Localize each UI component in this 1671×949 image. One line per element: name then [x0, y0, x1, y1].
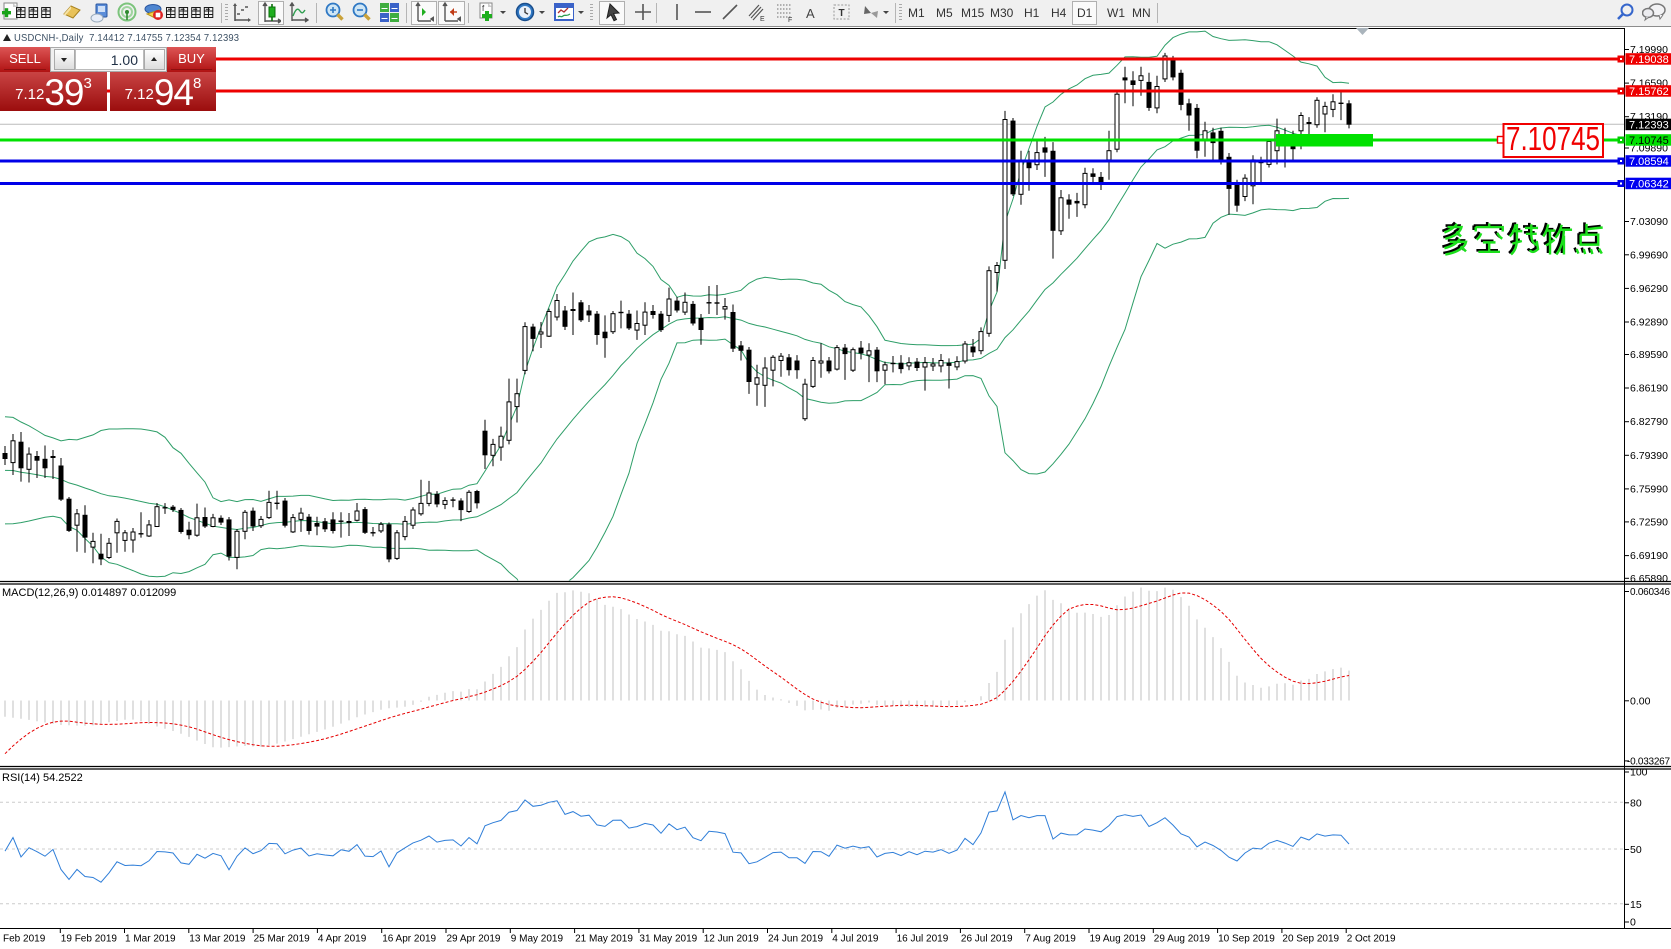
svg-text:9 May 2019: 9 May 2019 — [511, 934, 564, 945]
svg-text:RSI(14) 54.2522: RSI(14) 54.2522 — [2, 772, 83, 784]
svg-text:7.10745: 7.10745 — [1506, 120, 1600, 157]
svg-text:7.10745: 7.10745 — [1629, 135, 1669, 147]
svg-text:7.15762: 7.15762 — [1629, 86, 1669, 98]
svg-text:f: f — [482, 4, 485, 13]
svg-text:0.00: 0.00 — [1630, 695, 1651, 707]
svg-text:6.82790: 6.82790 — [1630, 416, 1668, 428]
svg-text:19 Feb 2019: 19 Feb 2019 — [61, 934, 118, 945]
svg-text:20 Sep 2019: 20 Sep 2019 — [1282, 934, 1339, 945]
svg-text:10 Sep 2019: 10 Sep 2019 — [1218, 934, 1275, 945]
svg-text:25 Mar 2019: 25 Mar 2019 — [254, 934, 311, 945]
svg-text:21 May 2019: 21 May 2019 — [575, 934, 633, 945]
svg-text:F: F — [788, 17, 792, 24]
svg-text:7.03090: 7.03090 — [1630, 216, 1668, 228]
svg-text:6.69190: 6.69190 — [1630, 550, 1668, 562]
svg-text:6.75990: 6.75990 — [1630, 483, 1668, 495]
svg-text:6.65890: 6.65890 — [1630, 573, 1668, 585]
svg-text:13 Mar 2019: 13 Mar 2019 — [189, 934, 246, 945]
svg-text:MACD(12,26,9) 0.014897 0.01209: MACD(12,26,9) 0.014897 0.012099 — [2, 587, 176, 599]
svg-text:7.19990: 7.19990 — [1630, 44, 1668, 56]
svg-text:2 Oct 2019: 2 Oct 2019 — [1347, 934, 1396, 945]
svg-text:6.72590: 6.72590 — [1630, 516, 1668, 528]
svg-text:7.12393: 7.12393 — [1629, 120, 1669, 132]
svg-text:7 Aug 2019: 7 Aug 2019 — [1025, 934, 1076, 945]
svg-text:6.96290: 6.96290 — [1630, 283, 1668, 295]
svg-text:15: 15 — [1630, 899, 1642, 911]
svg-text:100: 100 — [1630, 767, 1648, 779]
svg-text:Feb 2019: Feb 2019 — [3, 934, 46, 945]
svg-text:0.060346: 0.060346 — [1630, 587, 1670, 598]
svg-text:4 Apr 2019: 4 Apr 2019 — [318, 934, 367, 945]
svg-text:24 Jun 2019: 24 Jun 2019 — [768, 934, 823, 945]
svg-text:T: T — [839, 8, 845, 19]
svg-text:6.99690: 6.99690 — [1630, 249, 1668, 261]
svg-text:1 Mar 2019: 1 Mar 2019 — [125, 934, 176, 945]
svg-text:29 Aug 2019: 29 Aug 2019 — [1154, 934, 1211, 945]
svg-text:7.19038: 7.19038 — [1629, 54, 1669, 66]
svg-text:6.92890: 6.92890 — [1630, 317, 1668, 329]
svg-text:4 Jul 2019: 4 Jul 2019 — [832, 934, 879, 945]
svg-text:31 May 2019: 31 May 2019 — [639, 934, 697, 945]
svg-text:6.79390: 6.79390 — [1630, 450, 1668, 462]
svg-text:6.89590: 6.89590 — [1630, 349, 1668, 361]
svg-text:E: E — [760, 16, 765, 23]
svg-text:29 Apr 2019: 29 Apr 2019 — [447, 934, 501, 945]
svg-text:16 Apr 2019: 16 Apr 2019 — [382, 934, 436, 945]
svg-text:19 Aug 2019: 19 Aug 2019 — [1090, 934, 1147, 945]
svg-text:7.06342: 7.06342 — [1629, 179, 1669, 191]
svg-text:12 Jun 2019: 12 Jun 2019 — [704, 934, 759, 945]
svg-text:-0.033267: -0.033267 — [1627, 756, 1670, 767]
svg-text:50: 50 — [1630, 844, 1642, 856]
svg-text:6.86190: 6.86190 — [1630, 383, 1668, 395]
svg-text:80: 80 — [1630, 797, 1642, 809]
svg-text:16 Jul 2019: 16 Jul 2019 — [897, 934, 949, 945]
svg-text:7.08594: 7.08594 — [1629, 156, 1669, 168]
svg-text:26 Jul 2019: 26 Jul 2019 — [961, 934, 1013, 945]
svg-text:0: 0 — [1630, 917, 1636, 929]
